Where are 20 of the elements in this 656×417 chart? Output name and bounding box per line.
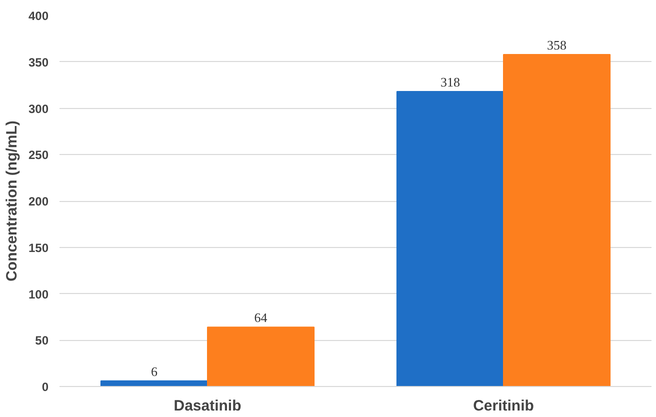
data-label: 64 [254,310,268,326]
y-axis-title: Concentration (ng/mL) [3,120,20,282]
bar [207,326,315,386]
x-tick-label: Ceritinib [473,398,534,414]
y-tick-label: 200 [28,194,49,208]
y-tick-label: 250 [28,148,49,162]
data-label: 358 [547,37,567,52]
x-tick-label: Dasatinib [174,398,242,414]
y-tick-label: 300 [28,102,49,116]
y-tick-label: 350 [28,55,49,70]
bar [396,91,504,386]
bar [503,54,611,386]
bar [100,380,208,386]
y-tick-label: 100 [28,287,49,302]
y-tick-label: 150 [28,240,49,255]
y-tick-label: 400 [28,9,49,23]
y-tick-label: 50 [35,334,49,348]
data-label: 318 [440,74,460,90]
data-label: 6 [150,364,158,379]
y-tick-label: 0 [42,380,49,394]
